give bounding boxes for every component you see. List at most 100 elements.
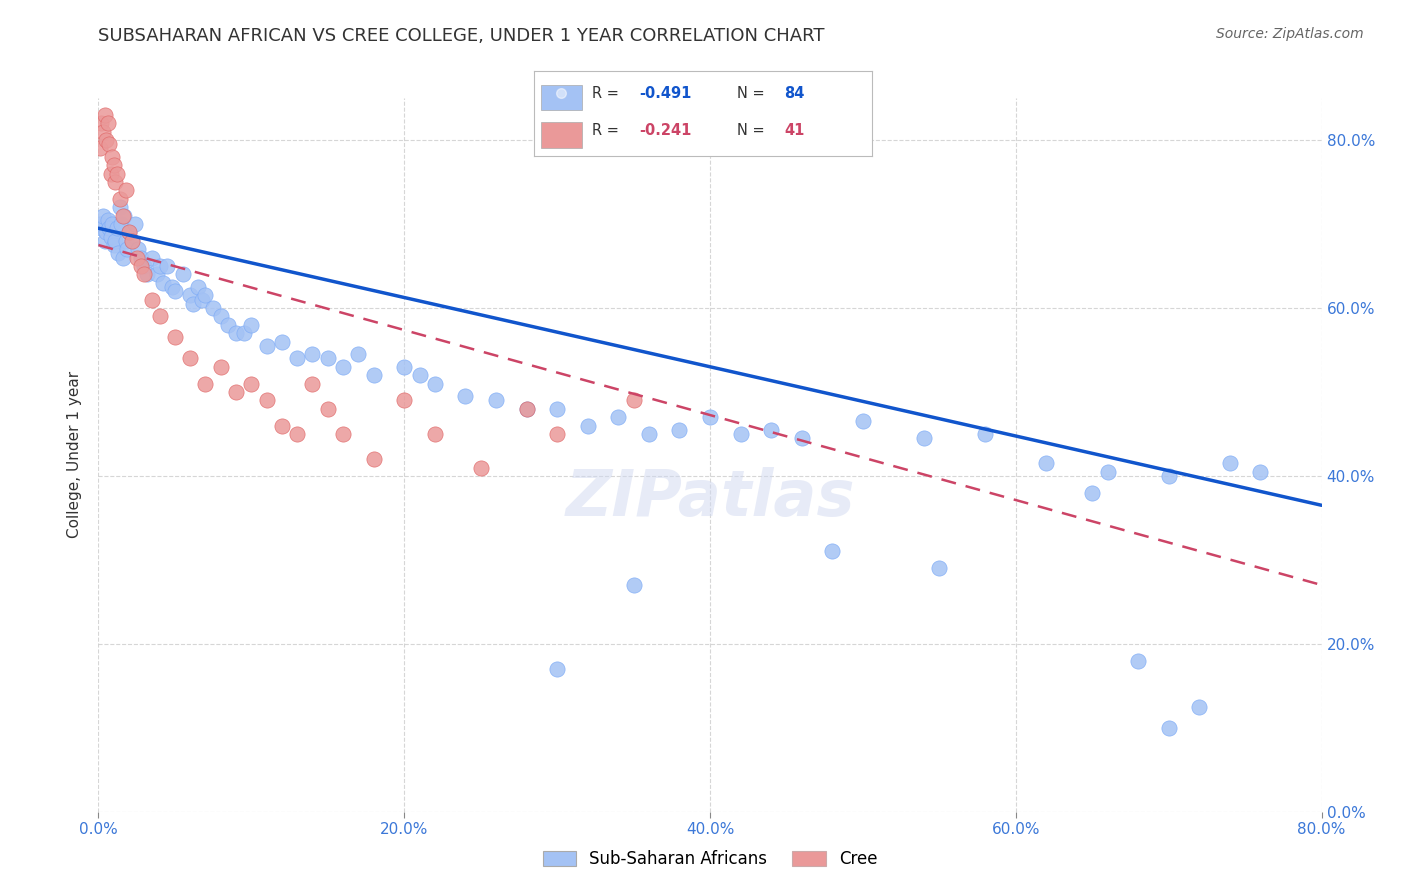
Point: [232, 326, 254, 341]
Point: [91, 209, 114, 223]
Point: [347, 347, 370, 361]
Point: [623, 393, 645, 408]
Point: [115, 184, 138, 198]
Point: [852, 414, 875, 428]
Point: [240, 376, 263, 391]
Point: [163, 284, 186, 298]
Point: [90, 221, 112, 235]
Text: N =: N =: [737, 86, 765, 101]
Point: [105, 167, 128, 181]
Text: -0.491: -0.491: [638, 86, 692, 101]
Point: [332, 426, 354, 441]
Point: [89, 217, 111, 231]
Point: [94, 133, 117, 147]
Point: [103, 238, 125, 252]
Point: [516, 401, 538, 416]
Point: [89, 141, 111, 155]
Point: [301, 347, 323, 361]
Point: [209, 359, 232, 374]
Point: [118, 226, 141, 240]
Point: [134, 259, 156, 273]
Point: [225, 326, 247, 341]
Point: [270, 418, 292, 433]
Point: [256, 339, 278, 353]
Point: [1128, 654, 1150, 668]
Point: [363, 452, 385, 467]
Point: [576, 418, 599, 433]
Point: [546, 401, 568, 416]
Point: [104, 175, 127, 189]
Point: [187, 280, 209, 294]
Point: [107, 246, 129, 260]
Point: [332, 359, 354, 374]
Point: [98, 137, 121, 152]
Point: [928, 561, 950, 575]
FancyBboxPatch shape: [541, 85, 582, 111]
Point: [912, 431, 935, 445]
Point: [821, 544, 844, 558]
Point: [104, 234, 127, 248]
Point: [93, 234, 115, 248]
Point: [91, 125, 114, 139]
Point: [1035, 456, 1057, 470]
Text: R =: R =: [592, 123, 623, 138]
Point: [225, 384, 247, 399]
Point: [699, 410, 721, 425]
Point: [149, 259, 172, 273]
Point: [129, 259, 152, 273]
Point: [454, 389, 477, 403]
Point: [623, 578, 645, 592]
Point: [285, 426, 308, 441]
Text: 84: 84: [785, 86, 804, 101]
Point: [1188, 699, 1211, 714]
Point: [408, 368, 430, 383]
Point: [1097, 465, 1119, 479]
Text: SUBSAHARAN AFRICAN VS CREE COLLEGE, UNDER 1 YEAR CORRELATION CHART: SUBSAHARAN AFRICAN VS CREE COLLEGE, UNDE…: [98, 27, 825, 45]
Point: [270, 334, 292, 349]
Point: [637, 426, 661, 441]
Point: [179, 288, 201, 302]
Text: -0.241: -0.241: [638, 123, 692, 138]
Point: [546, 426, 568, 441]
Point: [108, 200, 131, 214]
Point: [316, 351, 339, 366]
Point: [256, 393, 278, 408]
Point: [607, 410, 630, 425]
Point: [423, 426, 446, 441]
Point: [100, 167, 122, 181]
Point: [1157, 721, 1180, 735]
Point: [110, 217, 132, 231]
Text: Source: ZipAtlas.com: Source: ZipAtlas.com: [1216, 27, 1364, 41]
Y-axis label: College, Under 1 year: College, Under 1 year: [67, 371, 83, 539]
Point: [1219, 456, 1241, 470]
Point: [145, 268, 167, 282]
Point: [516, 401, 538, 416]
Point: [98, 221, 121, 235]
Point: [1157, 469, 1180, 483]
Point: [93, 108, 115, 122]
Point: [101, 150, 124, 164]
Text: R =: R =: [592, 86, 623, 101]
Point: [546, 662, 568, 676]
Point: [156, 259, 179, 273]
Point: [97, 212, 120, 227]
Point: [668, 423, 690, 437]
Point: [141, 293, 163, 307]
Point: [1081, 485, 1104, 500]
Point: [485, 393, 508, 408]
Text: N =: N =: [737, 123, 765, 138]
Point: [117, 242, 139, 256]
Point: [125, 251, 148, 265]
Point: [105, 221, 128, 235]
Point: [301, 376, 323, 391]
Point: [160, 280, 183, 294]
Point: [101, 217, 124, 231]
Point: [209, 310, 232, 324]
Point: [240, 318, 263, 332]
Point: [121, 234, 143, 248]
Point: [121, 234, 143, 248]
Point: [111, 209, 134, 223]
Point: [1249, 465, 1271, 479]
FancyBboxPatch shape: [541, 122, 582, 147]
Text: ZIPatlas: ZIPatlas: [565, 467, 855, 529]
